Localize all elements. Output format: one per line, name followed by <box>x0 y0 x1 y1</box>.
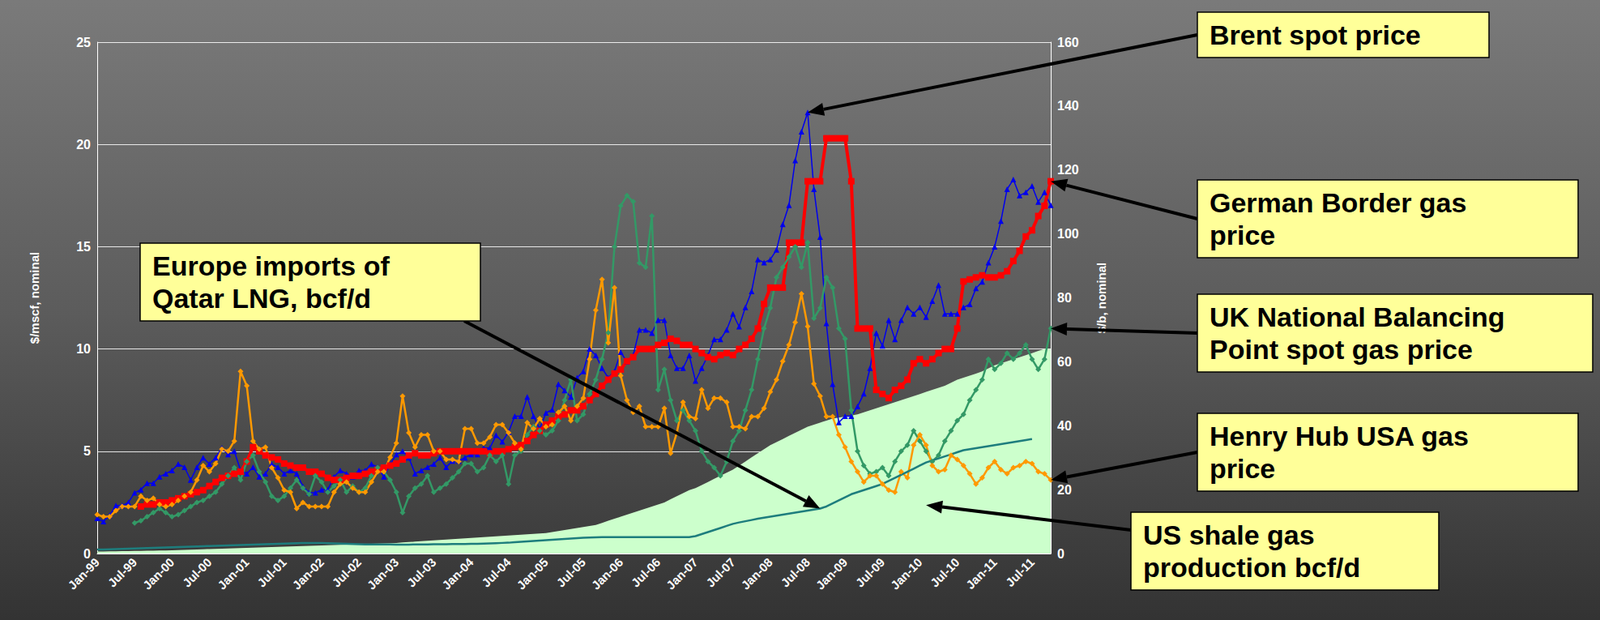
svg-text:Jul-06: Jul-06 <box>628 554 664 590</box>
svg-text:15: 15 <box>76 239 91 254</box>
svg-text:Jan-06: Jan-06 <box>588 554 627 593</box>
svg-text:Jan-03: Jan-03 <box>364 554 402 593</box>
svg-text:Point spot gas price: Point spot gas price <box>1209 333 1473 365</box>
svg-text:Jul-03: Jul-03 <box>404 554 440 590</box>
svg-text:20: 20 <box>1057 482 1072 497</box>
svg-text:Jul-99: Jul-99 <box>105 554 141 590</box>
svg-text:production bcf/d: production bcf/d <box>1143 551 1361 583</box>
svg-text:Europe imports of: Europe imports of <box>152 250 390 282</box>
svg-text:Jul-08: Jul-08 <box>777 554 813 590</box>
svg-text:Henry Hub USA gas: Henry Hub USA gas <box>1209 420 1469 452</box>
svg-text:Jan-02: Jan-02 <box>289 554 327 593</box>
svg-text:Jul-05: Jul-05 <box>553 554 589 590</box>
svg-text:10: 10 <box>76 341 91 356</box>
svg-text:120: 120 <box>1057 162 1080 177</box>
svg-text:0: 0 <box>83 546 91 561</box>
svg-text:0: 0 <box>1057 546 1065 561</box>
svg-text:Jul-02: Jul-02 <box>328 554 364 590</box>
svg-text:Jan-01: Jan-01 <box>214 554 252 593</box>
svg-text:Jan-09: Jan-09 <box>813 554 851 593</box>
svg-text:Jul-11: Jul-11 <box>1002 554 1037 589</box>
svg-text:Brent spot price: Brent spot price <box>1209 19 1421 51</box>
svg-text:Jul-10: Jul-10 <box>927 554 963 590</box>
svg-text:Jan-07: Jan-07 <box>663 554 701 593</box>
svg-text:160: 160 <box>1057 35 1080 50</box>
svg-text:UK National Balancing: UK National Balancing <box>1209 301 1506 333</box>
svg-text:$/mscf, nominal: $/mscf, nominal <box>27 251 42 344</box>
svg-text:price: price <box>1209 452 1276 484</box>
svg-text:5: 5 <box>83 443 91 458</box>
svg-text:80: 80 <box>1057 290 1072 305</box>
svg-text:20: 20 <box>76 137 91 152</box>
svg-text:Jan-05: Jan-05 <box>513 554 551 593</box>
svg-text:US shale gas: US shale gas <box>1143 519 1315 551</box>
svg-text:$/b, nominal: $/b, nominal <box>1094 262 1109 334</box>
svg-text:Jan-04: Jan-04 <box>439 554 477 593</box>
svg-text:Jul-09: Jul-09 <box>853 554 888 590</box>
svg-text:100: 100 <box>1057 226 1080 241</box>
svg-text:25: 25 <box>76 35 91 50</box>
svg-text:Jul-04: Jul-04 <box>478 554 514 590</box>
svg-text:Jul-00: Jul-00 <box>179 554 215 590</box>
svg-text:price: price <box>1209 219 1276 251</box>
svg-text:Jul-07: Jul-07 <box>703 554 739 590</box>
svg-text:Qatar LNG, bcf/d: Qatar LNG, bcf/d <box>152 282 372 314</box>
svg-text:Jan-11: Jan-11 <box>963 554 1000 592</box>
svg-text:Jan-00: Jan-00 <box>140 554 178 593</box>
svg-text:Jul-01: Jul-01 <box>254 554 290 590</box>
svg-text:40: 40 <box>1057 418 1072 433</box>
svg-text:German Border gas: German Border gas <box>1209 187 1467 218</box>
svg-text:140: 140 <box>1057 98 1080 113</box>
svg-text:60: 60 <box>1057 354 1072 369</box>
svg-text:Jan-99: Jan-99 <box>64 554 103 593</box>
svg-text:Jan-08: Jan-08 <box>738 554 776 593</box>
svg-text:Jan-10: Jan-10 <box>887 554 926 593</box>
